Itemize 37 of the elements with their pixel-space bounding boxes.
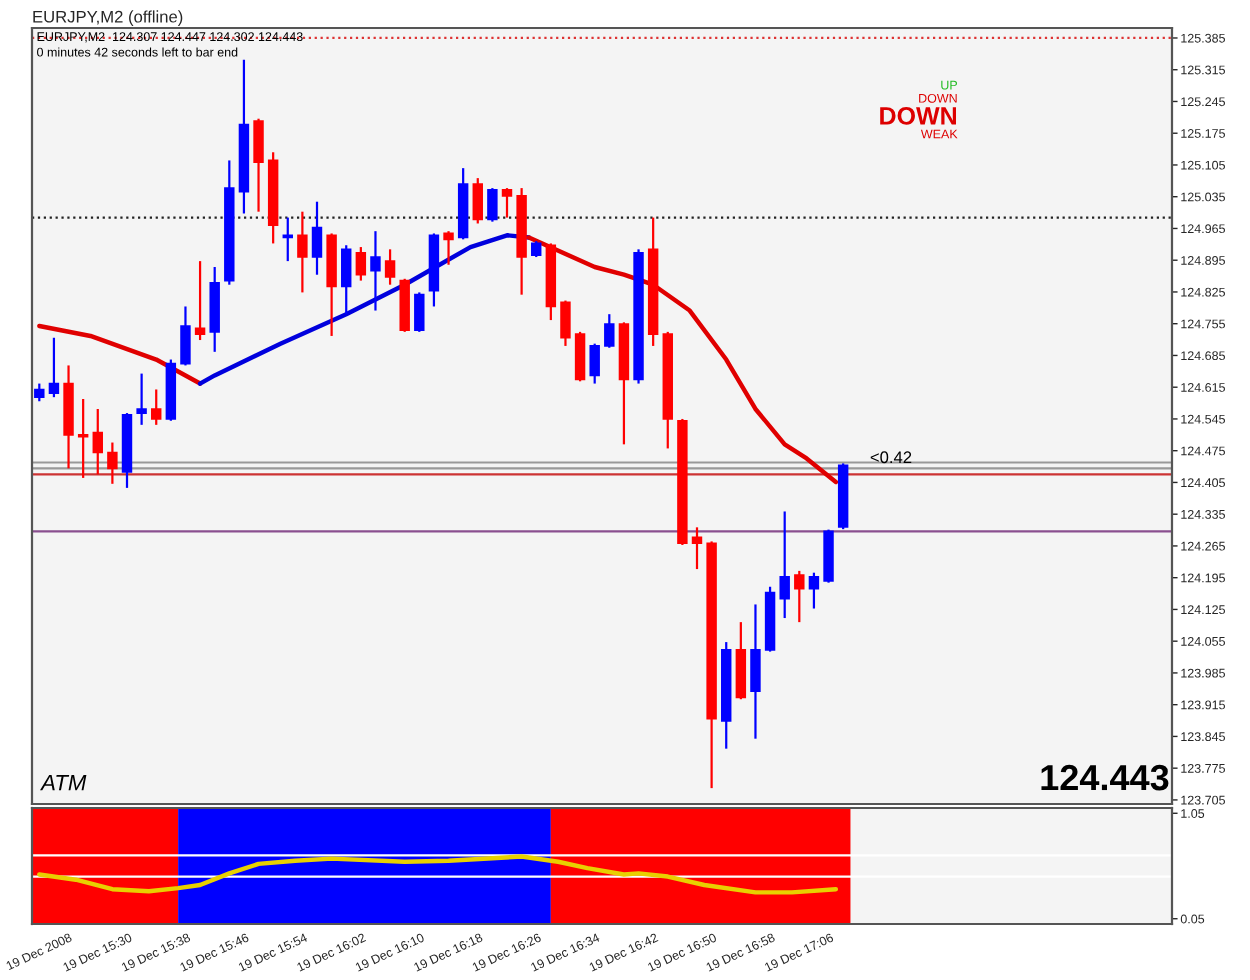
candlestick — [107, 441, 118, 485]
candlestick — [282, 216, 293, 263]
candlestick — [297, 210, 308, 294]
candlestick — [735, 621, 747, 701]
annotation: ATM — [40, 775, 87, 791]
candlestick — [443, 230, 454, 266]
candlestick — [691, 526, 703, 571]
candlestick — [808, 571, 820, 610]
annotation: 124.443 — [1041, 764, 1169, 791]
candlestick — [779, 510, 790, 620]
line-series — [37, 854, 839, 895]
candlestick — [355, 245, 367, 282]
candlestick — [370, 230, 381, 312]
candlestick — [151, 388, 162, 426]
annotation: <0.42 — [870, 451, 912, 464]
chart-title: EURJPY,M2 (offline) — [33, 10, 183, 26]
candlestick — [487, 186, 498, 223]
candlestick — [414, 291, 425, 333]
candlestick — [180, 305, 191, 367]
candlestick — [341, 244, 352, 316]
line-series — [37, 323, 203, 386]
candlestick — [311, 200, 323, 276]
candlestick — [750, 603, 761, 740]
candlestick — [48, 336, 60, 399]
candlestick — [253, 117, 264, 213]
candlestick — [574, 330, 586, 383]
candlestick — [92, 407, 103, 476]
candlestick — [472, 177, 483, 225]
candlestick — [501, 186, 513, 219]
candlestick — [194, 260, 206, 342]
candlestick — [589, 342, 600, 385]
candlestick — [794, 569, 805, 624]
candlestick — [136, 372, 147, 426]
candlestick — [560, 299, 571, 348]
annotation: DOWN — [880, 107, 956, 125]
candlestick — [384, 248, 396, 286]
candlestick — [604, 313, 615, 349]
